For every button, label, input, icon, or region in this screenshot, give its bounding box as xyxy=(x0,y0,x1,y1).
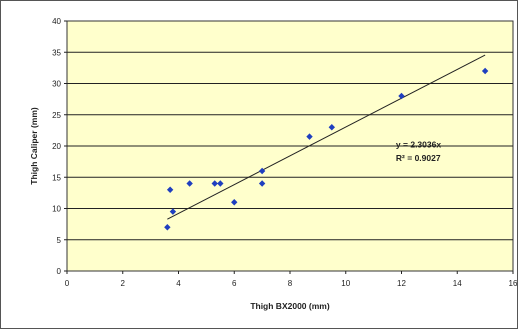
x-axis-title: Thigh BX2000 (mm) xyxy=(250,301,330,311)
data-point-12 xyxy=(398,92,405,100)
y-tick-label-0: 0 xyxy=(57,267,62,276)
y-tick-label-10: 10 xyxy=(52,205,61,214)
data-point-6 xyxy=(217,180,224,187)
axes xyxy=(64,20,514,274)
tick-labels: 0 5 10 15 20 25 30 35 40 0 2 4 6 8 10 12 14 16 xyxy=(52,17,517,288)
x-tick-label-6: 6 xyxy=(232,279,237,288)
y-tick-label-5: 5 xyxy=(57,236,62,245)
x-tick-label-16: 16 xyxy=(509,279,517,288)
y-tick-label-20: 20 xyxy=(52,142,61,151)
data-point-7 xyxy=(231,199,238,206)
data-point-13 xyxy=(481,67,489,75)
data-point-9 xyxy=(258,180,266,187)
gridlines xyxy=(67,51,513,241)
data-point-4 xyxy=(186,180,193,187)
data-point-8 xyxy=(258,167,266,175)
x-tick-label-10: 10 xyxy=(341,279,350,288)
x-tick-label-12: 12 xyxy=(397,279,406,288)
x-tick-label-4: 4 xyxy=(176,279,181,288)
data-point-10 xyxy=(306,133,313,140)
trendline-equation: y = 2.3036x xyxy=(396,139,441,149)
data-point-1 xyxy=(164,224,171,231)
x-tick-label-14: 14 xyxy=(453,279,462,288)
y-tick-label-40: 40 xyxy=(52,17,61,26)
trendline-r-squared: R² = 0.9027 xyxy=(396,153,441,163)
y-tick-label-35: 35 xyxy=(52,48,61,57)
data-point-2 xyxy=(166,186,174,193)
data-point-5 xyxy=(211,180,218,187)
x-tick-label-8: 8 xyxy=(288,279,293,288)
y-tick-label-15: 15 xyxy=(52,173,61,182)
x-tick-label-0: 0 xyxy=(65,279,70,288)
trendline xyxy=(167,54,486,220)
data-point-3 xyxy=(169,208,177,215)
y-tick-label-25: 25 xyxy=(52,111,61,120)
x-tick-label-2: 2 xyxy=(121,279,126,288)
y-axis-title: Thigh Caliper (mm) xyxy=(29,107,39,185)
y-tick-label-30: 30 xyxy=(52,80,61,89)
